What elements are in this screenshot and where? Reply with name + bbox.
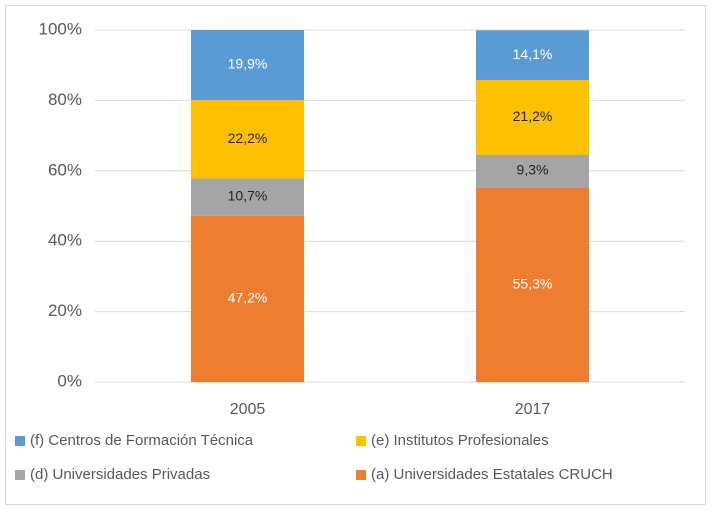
- bar-segment: [191, 215, 304, 382]
- data-label: 19,9%: [228, 56, 268, 72]
- y-tick-label: 40%: [48, 231, 82, 250]
- data-label: 55,3%: [513, 275, 553, 291]
- legend-label: (e) Institutos Profesionales: [371, 432, 549, 449]
- data-label: 21,2%: [513, 108, 553, 124]
- data-label: 9,3%: [517, 162, 549, 178]
- bar-segment: [191, 30, 304, 101]
- bar-segment: [476, 154, 589, 188]
- bar-segment: [476, 187, 589, 382]
- bar-segment: [476, 30, 589, 80]
- chart-frame: [5, 5, 706, 505]
- bar-segment: [191, 100, 304, 179]
- legend-swatch: [15, 436, 25, 446]
- y-tick-label: 60%: [48, 160, 82, 179]
- x-tick-label: 2005: [230, 401, 266, 418]
- legend-label: (d) Universidades Privadas: [30, 466, 210, 483]
- legend-swatch: [356, 470, 366, 480]
- legend-swatch: [15, 470, 25, 480]
- legend-label: (f) Centros de Formación Técnica: [30, 432, 254, 449]
- y-tick-label: 100%: [39, 19, 82, 38]
- y-tick-label: 80%: [48, 90, 82, 109]
- data-label: 22,2%: [228, 130, 268, 146]
- x-tick-label: 2017: [515, 401, 551, 418]
- data-label: 14,1%: [513, 46, 553, 62]
- legend-swatch: [356, 436, 366, 446]
- bar-segment: [191, 178, 304, 216]
- y-tick-label: 0%: [57, 371, 82, 390]
- data-label: 47,2%: [228, 290, 268, 306]
- legend-label: (a) Universidades Estatales CRUCH: [371, 466, 613, 483]
- bar-segment: [476, 79, 589, 155]
- y-tick-label: 20%: [48, 301, 82, 320]
- data-label: 10,7%: [228, 188, 268, 204]
